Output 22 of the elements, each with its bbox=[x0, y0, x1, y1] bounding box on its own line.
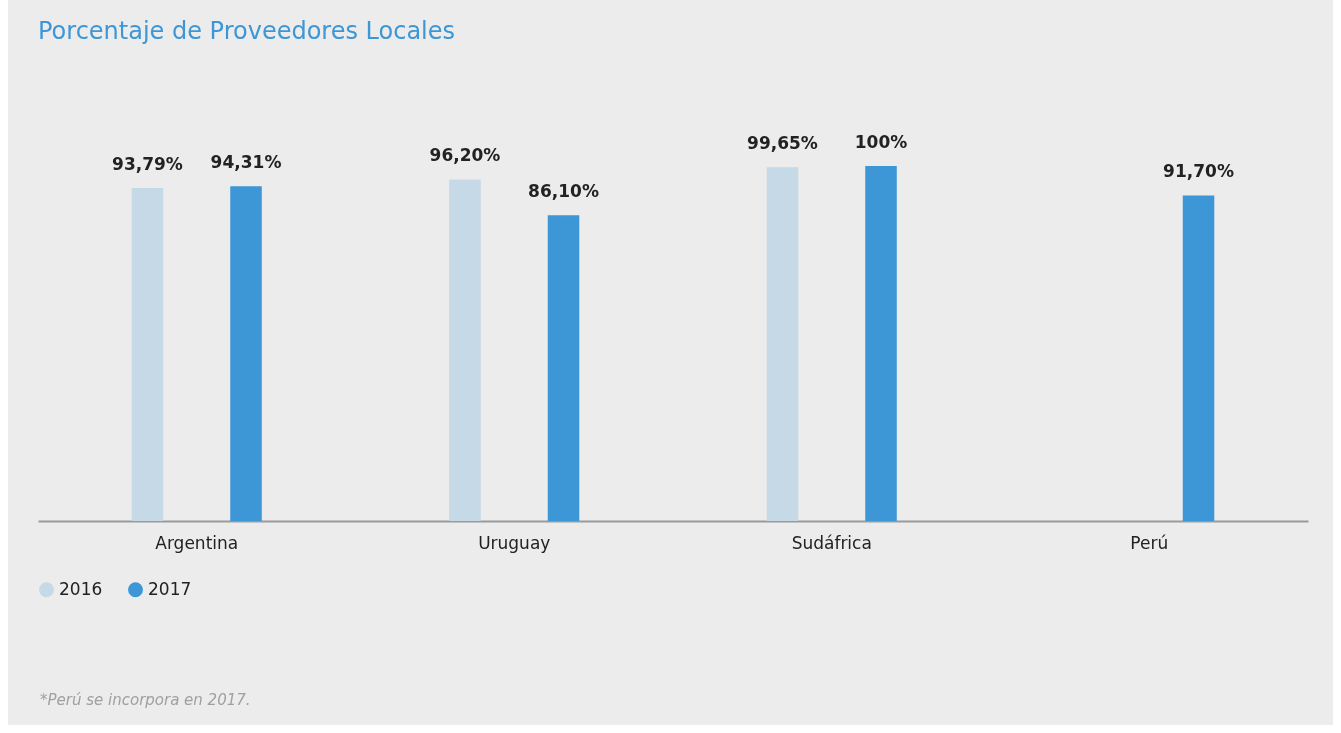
bar bbox=[547, 215, 580, 521]
x-tick-label: Sudáfrica bbox=[791, 532, 872, 553]
chart-title: Porcentaje de Proveedores Locales bbox=[38, 17, 456, 45]
x-tick-label: Perú bbox=[1130, 532, 1169, 553]
text: *Perú se incorpora en 2017. bbox=[40, 691, 251, 709]
x-tick-label: Argentina bbox=[155, 532, 239, 553]
bar bbox=[230, 186, 262, 521]
x-tick-label: Uruguay bbox=[478, 532, 551, 553]
bar bbox=[1182, 195, 1215, 521]
data-label: 99,65% bbox=[747, 133, 818, 154]
bar bbox=[766, 167, 799, 521]
data-label: 86,10% bbox=[528, 181, 599, 202]
data-label: 96,20% bbox=[429, 145, 501, 166]
legend-label: 2017 bbox=[148, 578, 192, 599]
bar bbox=[131, 188, 164, 521]
legend-label: 2016 bbox=[59, 578, 103, 599]
data-label: 100% bbox=[854, 132, 908, 152]
bar bbox=[449, 179, 481, 521]
bar bbox=[865, 166, 897, 521]
data-label: 94,31% bbox=[210, 152, 282, 173]
data-label: 91,70% bbox=[1163, 161, 1234, 182]
data-label: 93,79% bbox=[112, 154, 183, 175]
